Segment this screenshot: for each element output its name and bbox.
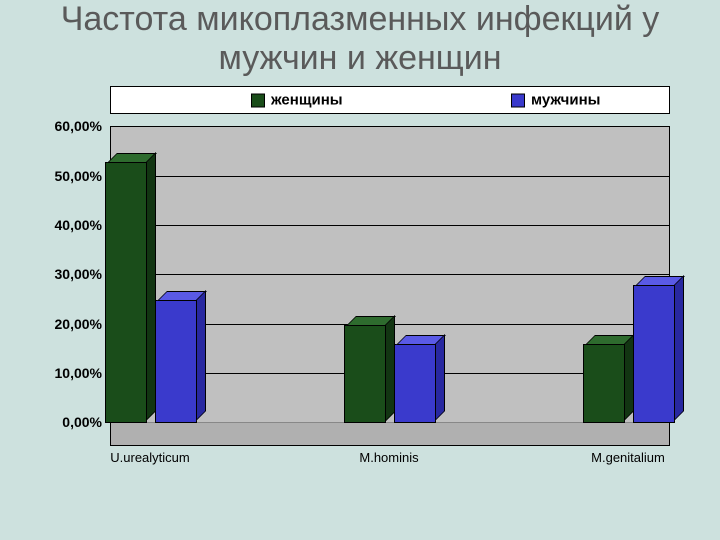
bar (105, 162, 147, 423)
y-axis-label: 0,00% (40, 414, 102, 430)
x-axis-label: M.hominis (359, 450, 418, 465)
bar-side-face (196, 290, 206, 421)
legend-label: женщины (271, 92, 343, 109)
bar-side-face (435, 334, 445, 421)
slide-title: Частота микоплазменных инфекций у мужчин… (0, 0, 720, 86)
y-axis-label: 60,00% (40, 118, 102, 134)
plot-area (110, 126, 670, 446)
bar (344, 325, 386, 424)
y-axis-label: 10,00% (40, 365, 102, 381)
y-axis-label: 50,00% (40, 168, 102, 184)
bar-group (583, 285, 675, 423)
legend-swatch (511, 93, 525, 107)
legend-swatch (251, 93, 265, 107)
y-axis-label: 20,00% (40, 316, 102, 332)
slide: Частота микоплазменных инфекций у мужчин… (0, 0, 720, 540)
x-axis-label: M.genitalium (591, 450, 665, 465)
chart-container: женщины мужчины 0,00% 10,00% 20,00% 30,00% 40… (40, 86, 680, 486)
legend-item: женщины (251, 92, 343, 109)
y-axis-label: 40,00% (40, 217, 102, 233)
legend: женщины мужчины (110, 86, 670, 114)
bar (633, 285, 675, 423)
y-axis-label: 30,00% (40, 266, 102, 282)
bar-group (105, 162, 197, 423)
legend-item: мужчины (511, 92, 601, 109)
bar (583, 344, 625, 423)
legend-label: мужчины (531, 92, 601, 109)
bar (155, 300, 197, 423)
bar (394, 344, 436, 423)
bar-group (344, 325, 436, 424)
plot-floor (111, 422, 669, 445)
x-axis-label: U.urealyticum (110, 450, 189, 465)
bar-side-face (674, 275, 684, 421)
gridline (111, 126, 669, 127)
